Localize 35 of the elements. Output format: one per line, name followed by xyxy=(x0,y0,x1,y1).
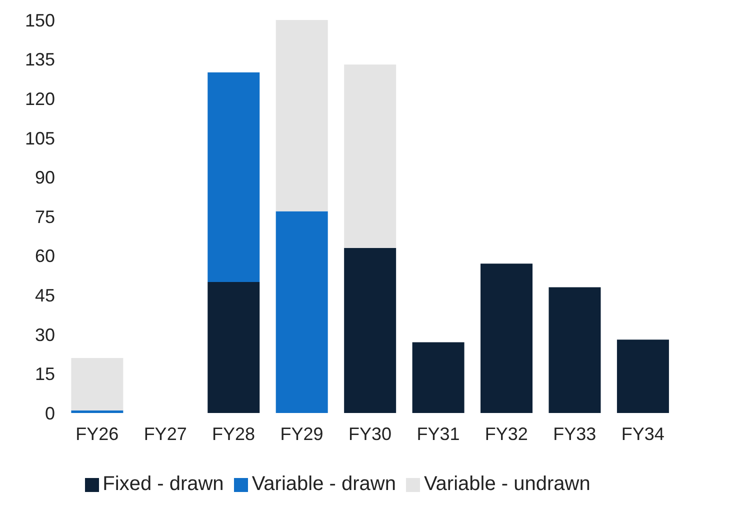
legend-label: Variable - undrawn xyxy=(424,473,590,495)
y-tick-label: 75 xyxy=(34,206,55,227)
y-tick-label: 45 xyxy=(34,285,55,306)
x-tick-label: FY27 xyxy=(144,424,187,444)
bar xyxy=(276,211,328,413)
legend-label: Variable - drawn xyxy=(252,473,396,495)
y-tick-label: 15 xyxy=(34,364,55,384)
bar xyxy=(71,358,124,410)
y-tick-label: 135 xyxy=(24,50,55,70)
bar xyxy=(208,72,260,282)
y-tick-label: 30 xyxy=(34,324,55,345)
y-tick-label: 150 xyxy=(24,10,55,30)
y-tick-label: 90 xyxy=(34,168,55,188)
x-tick-label: FY26 xyxy=(76,424,119,444)
bar xyxy=(71,410,124,413)
bar xyxy=(616,340,669,413)
bar xyxy=(412,342,464,413)
x-tick-label: FY33 xyxy=(553,424,596,444)
y-tick-label: 105 xyxy=(24,128,55,148)
y-tick-label: 60 xyxy=(34,246,55,266)
bar xyxy=(344,64,396,248)
bar xyxy=(548,287,601,413)
x-tick-label: FY31 xyxy=(416,424,460,444)
x-tick-label: FY32 xyxy=(484,424,528,444)
y-tick-label: 120 xyxy=(24,88,55,109)
bar xyxy=(480,264,533,413)
legend-label: Fixed - drawn xyxy=(102,473,224,495)
bar xyxy=(276,20,328,212)
x-tick-label: FY28 xyxy=(212,424,256,444)
bar xyxy=(208,282,260,413)
x-tick-label: FY29 xyxy=(280,424,324,444)
x-tick-label: FY34 xyxy=(621,424,664,444)
x-tick-label: FY30 xyxy=(348,424,392,444)
bar xyxy=(344,248,396,413)
y-tick-label: 0 xyxy=(44,403,55,424)
